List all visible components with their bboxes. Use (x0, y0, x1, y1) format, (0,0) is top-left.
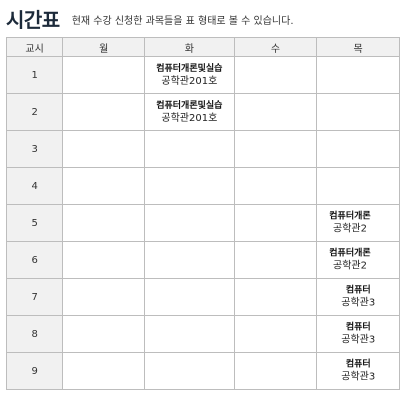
period-label: 1 (5, 56, 64, 94)
period-label: 9 (5, 352, 64, 390)
timetable-cell-tue[interactable] (144, 204, 235, 242)
course-name: 컴퓨터 (345, 359, 371, 370)
page-subtitle: 현재 수강 신청한 과목들을 표 형태로 볼 수 있습니다. (71, 16, 294, 27)
course-name: 컴퓨터개론및실습 (156, 100, 223, 111)
timetable-cell-mon[interactable] (62, 241, 146, 279)
period-label: 3 (5, 130, 64, 168)
table-row: 1 컴퓨터개론및실습 공학관201호 (5, 56, 400, 94)
timetable-cell-mon[interactable] (62, 130, 146, 168)
timetable-cell-tue[interactable] (144, 315, 235, 353)
timetable-cell-wed[interactable] (233, 278, 318, 316)
timetable-cell-thu[interactable]: 컴퓨터개론 공학관2 (316, 204, 400, 242)
page-title: 시간표 (6, 7, 60, 32)
timetable-cell-tue[interactable] (144, 352, 235, 390)
timetable-cell-mon[interactable] (62, 93, 146, 131)
timetable-cell-mon[interactable] (62, 167, 146, 205)
timetable-cell-wed[interactable] (233, 315, 318, 353)
timetable-cell-wed[interactable] (233, 130, 318, 168)
table-row: 5 컴퓨터개론 공학관2 (5, 204, 400, 242)
column-header-wed: 수 (233, 37, 318, 57)
timetable-cell-mon[interactable] (62, 352, 146, 390)
timetable-cell-thu[interactable]: 컴퓨터 공학관3 (316, 352, 400, 390)
timetable-cell-tue[interactable] (144, 130, 235, 168)
timetable-cell-tue[interactable] (144, 278, 235, 316)
table-row: 9 컴퓨터 공학관3 (5, 352, 400, 390)
period-label: 2 (5, 93, 64, 131)
course-block: 컴퓨터 공학관3 (341, 359, 375, 384)
timetable-cell-thu[interactable] (316, 93, 400, 131)
period-label: 6 (5, 241, 64, 279)
timetable-cell-mon[interactable] (62, 56, 146, 94)
course-name: 컴퓨터개론 (329, 248, 371, 259)
timetable-cell-tue[interactable] (144, 241, 235, 279)
table-row: 8 컴퓨터 공학관3 (5, 315, 400, 353)
course-room: 공학관2 (333, 223, 367, 235)
timetable-cell-wed[interactable] (233, 167, 318, 205)
course-room: 공학관3 (341, 297, 376, 309)
period-label: 4 (5, 167, 64, 205)
timetable-cell-thu[interactable] (316, 167, 400, 205)
page-header: 시간표 현재 수강 신청한 과목들을 표 형태로 볼 수 있습니다. (6, 4, 294, 32)
timetable-cell-thu[interactable] (316, 130, 400, 168)
timetable-cell-wed[interactable] (233, 241, 318, 279)
period-label: 7 (5, 278, 64, 316)
column-header-tue: 화 (144, 37, 235, 57)
timetable-cell-wed[interactable] (233, 93, 318, 131)
course-name: 컴퓨터 (345, 285, 371, 296)
table-row: 7 컴퓨터 공학관3 (5, 278, 400, 316)
period-label: 5 (5, 204, 64, 242)
course-room: 공학관3 (341, 334, 376, 346)
column-header-period: 교시 (5, 37, 64, 57)
timetable-cell-wed[interactable] (233, 352, 318, 390)
course-room: 공학관2 (333, 260, 367, 272)
course-name: 컴퓨터 (345, 322, 371, 333)
course-block: 컴퓨터개론 공학관2 (329, 211, 370, 236)
timetable-cell-wed[interactable] (233, 56, 318, 94)
timetable-cell-thu[interactable] (316, 56, 400, 94)
table-row: 6 컴퓨터개론 공학관2 (5, 241, 400, 279)
course-block: 컴퓨터개론 공학관2 (329, 248, 370, 273)
table-row: 4 (5, 167, 400, 205)
timetable-cell-mon[interactable] (62, 278, 146, 316)
course-block: 컴퓨터 공학관3 (341, 285, 375, 310)
timetable-cell-tue[interactable] (144, 167, 235, 205)
column-header-mon: 월 (62, 37, 146, 57)
timetable-header-row: 교시 월 화 수 목 (5, 37, 400, 57)
course-block: 컴퓨터 공학관3 (341, 322, 375, 347)
course-room: 공학관201호 (161, 75, 218, 87)
timetable-cell-tue[interactable]: 컴퓨터개론및실습 공학관201호 (144, 93, 235, 131)
timetable-cell-thu[interactable]: 컴퓨터 공학관3 (316, 278, 400, 316)
timetable-cell-mon[interactable] (62, 315, 146, 353)
course-name: 컴퓨터개론및실습 (156, 63, 223, 74)
timetable-cell-mon[interactable] (62, 204, 146, 242)
period-label: 8 (5, 315, 64, 353)
timetable: 교시 월 화 수 목 1 컴퓨터개론및실습 공학관201호 2 (5, 37, 400, 390)
course-room: 공학관201호 (161, 112, 218, 124)
table-row: 2 컴퓨터개론및실습 공학관201호 (5, 93, 400, 131)
course-name: 컴퓨터개론 (329, 211, 371, 222)
column-header-thu: 목 (316, 37, 400, 57)
timetable-cell-thu[interactable]: 컴퓨터 공학관3 (316, 315, 400, 353)
timetable-cell-wed[interactable] (233, 204, 318, 242)
timetable-cell-thu[interactable]: 컴퓨터개론 공학관2 (316, 241, 400, 279)
course-room: 공학관3 (341, 371, 376, 383)
timetable-cell-tue[interactable]: 컴퓨터개론및실습 공학관201호 (144, 56, 235, 94)
table-row: 3 (5, 130, 400, 168)
